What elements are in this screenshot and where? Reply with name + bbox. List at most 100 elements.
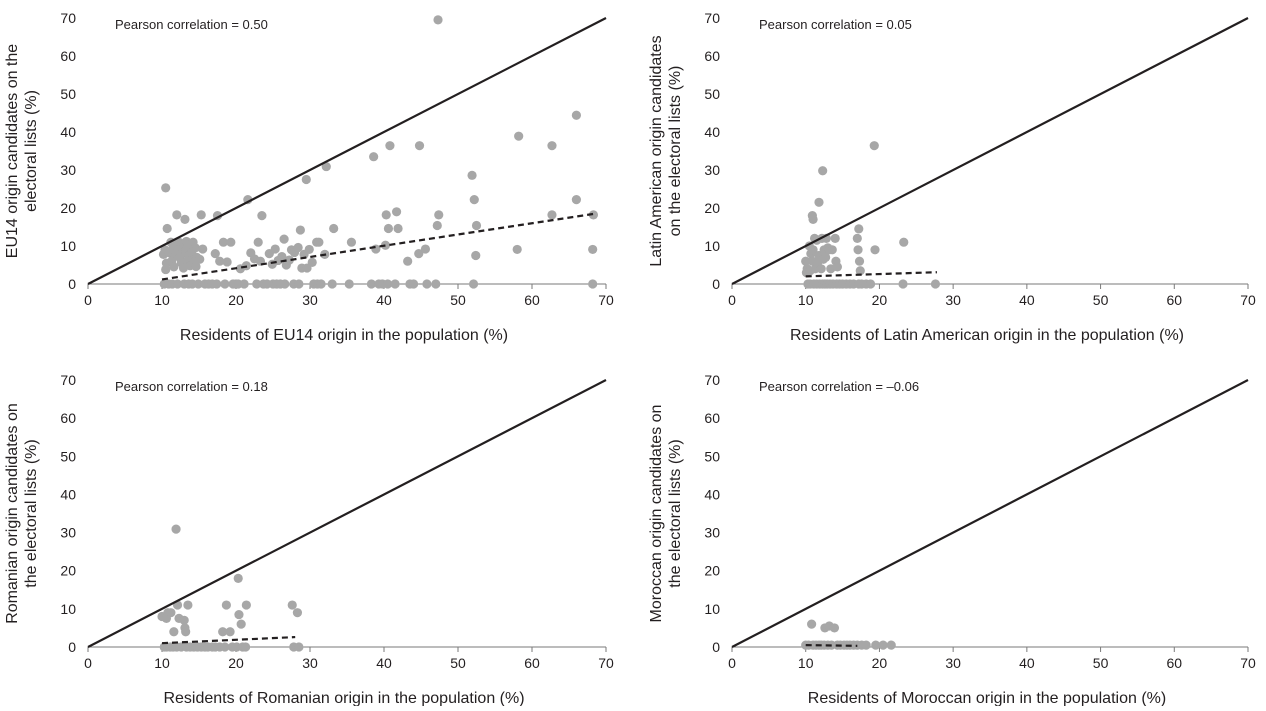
data-point — [422, 279, 432, 289]
data-point — [181, 627, 191, 637]
data-point — [832, 262, 843, 272]
x-tick-label: 30 — [302, 655, 318, 671]
data-point — [301, 174, 311, 185]
data-point — [818, 166, 828, 176]
y-tick-label: 20 — [60, 200, 76, 216]
data-point — [327, 279, 337, 289]
data-point — [827, 245, 837, 255]
data-point — [241, 600, 251, 610]
x-axis-label: Residents of Latin American origin in th… — [790, 327, 1184, 344]
data-point — [369, 152, 379, 162]
y-axis-label-line: EU14 origin candidates on the — [4, 44, 21, 258]
data-point — [471, 250, 481, 261]
data-point — [898, 279, 908, 289]
data-point — [469, 195, 479, 205]
x-tick-label: 30 — [945, 292, 961, 308]
data-point — [193, 279, 203, 289]
data-point — [292, 608, 303, 618]
data-point — [414, 141, 425, 151]
data-point — [433, 15, 443, 25]
trend-line — [161, 635, 296, 645]
data-point — [830, 233, 840, 243]
y-tick-label: 0 — [68, 639, 76, 655]
x-tick-label: 20 — [228, 292, 244, 308]
data-point — [218, 237, 229, 247]
data-point — [588, 244, 598, 255]
x-tick-label: 0 — [84, 655, 92, 671]
data-point — [280, 279, 290, 289]
y-tick-label: 70 — [704, 10, 720, 26]
x-tick-label: 70 — [1240, 655, 1256, 671]
data-point — [821, 252, 831, 262]
data-point — [878, 640, 888, 650]
x-tick-label: 70 — [598, 655, 614, 671]
y-tick-label: 40 — [60, 124, 76, 140]
data-point — [196, 210, 206, 220]
y-tick-label: 20 — [704, 200, 720, 216]
data-point — [512, 244, 522, 255]
data-point — [279, 234, 289, 244]
x-axis-label: Residents of EU14 origin in the populati… — [180, 327, 508, 344]
x-tick-label: 40 — [1019, 292, 1035, 308]
correlation-annotation: Pearson correlation = 0.50 — [115, 17, 268, 32]
data-point — [172, 210, 182, 220]
data-point — [383, 279, 393, 289]
data-point — [514, 131, 524, 141]
x-tick-label: 0 — [728, 292, 736, 308]
data-point — [241, 642, 251, 652]
y-axis-label-line: the electoral lists (%) — [23, 439, 40, 588]
y-axis-label-line: the electoral lists (%) — [667, 439, 684, 588]
y-tick-label: 10 — [60, 238, 76, 254]
data-point — [391, 207, 402, 217]
x-tick-label: 30 — [945, 655, 961, 671]
data-point — [234, 609, 244, 620]
data-point — [865, 279, 876, 289]
x-tick-label: 50 — [1093, 655, 1109, 671]
data-point — [253, 237, 263, 247]
data-point — [212, 279, 222, 289]
y-axis-label-line: Romanian origin candidates on — [4, 403, 21, 624]
reference-line — [87, 379, 607, 648]
data-point — [814, 197, 824, 207]
data-point — [329, 223, 339, 234]
data-point — [366, 279, 377, 289]
x-tick-label: 50 — [1093, 292, 1109, 308]
data-point — [183, 600, 193, 610]
data-point — [198, 244, 208, 254]
x-tick-label: 0 — [84, 292, 92, 308]
scatter-panel-1: 0 10 20 30 40 50 60 70 0 10 20 30 40 50 60 70 Pearson co… — [4, 10, 614, 344]
x-tick-label: 60 — [524, 655, 540, 671]
data-point — [321, 161, 331, 172]
x-tick-label: 40 — [376, 655, 392, 671]
data-point — [195, 254, 205, 264]
data-point — [293, 242, 303, 253]
data-point — [414, 249, 424, 259]
data-point — [179, 615, 189, 625]
x-tick-label: 0 — [728, 655, 736, 671]
x-axis-label: Residents of Moroccan origin in the popu… — [808, 690, 1166, 706]
data-point — [852, 233, 862, 243]
data-point — [287, 600, 297, 610]
y-tick-label: 30 — [704, 162, 720, 178]
data-point — [220, 642, 230, 652]
trend-line — [161, 212, 596, 281]
data-point — [316, 279, 326, 289]
scatter-panel-4: 0 10 20 30 40 50 60 70 0 10 20 30 40 50 60 70 Pearson co… — [648, 372, 1256, 707]
data-point — [304, 244, 314, 255]
data-point — [869, 141, 879, 151]
y-tick-label: 40 — [704, 486, 720, 502]
y-tick-label: 70 — [704, 372, 720, 388]
data-point — [307, 257, 317, 267]
data-point — [252, 279, 262, 289]
y-axis-label: EU14 origin candidates on the electoral l… — [4, 44, 40, 258]
y-tick-label: 30 — [60, 525, 76, 541]
y-axis-label-line: electoral lists (%) — [23, 90, 40, 212]
y-tick-label: 60 — [60, 48, 76, 64]
x-tick-label: 40 — [1019, 655, 1035, 671]
scatter-panel-2: 0 10 20 30 40 50 60 70 0 10 20 30 40 50 60 70 Pearson co… — [648, 10, 1256, 344]
data-point — [222, 257, 232, 267]
correlation-annotation: Pearson correlation = 0.05 — [759, 17, 912, 32]
y-tick-label: 70 — [60, 10, 76, 26]
data-point — [886, 640, 896, 650]
